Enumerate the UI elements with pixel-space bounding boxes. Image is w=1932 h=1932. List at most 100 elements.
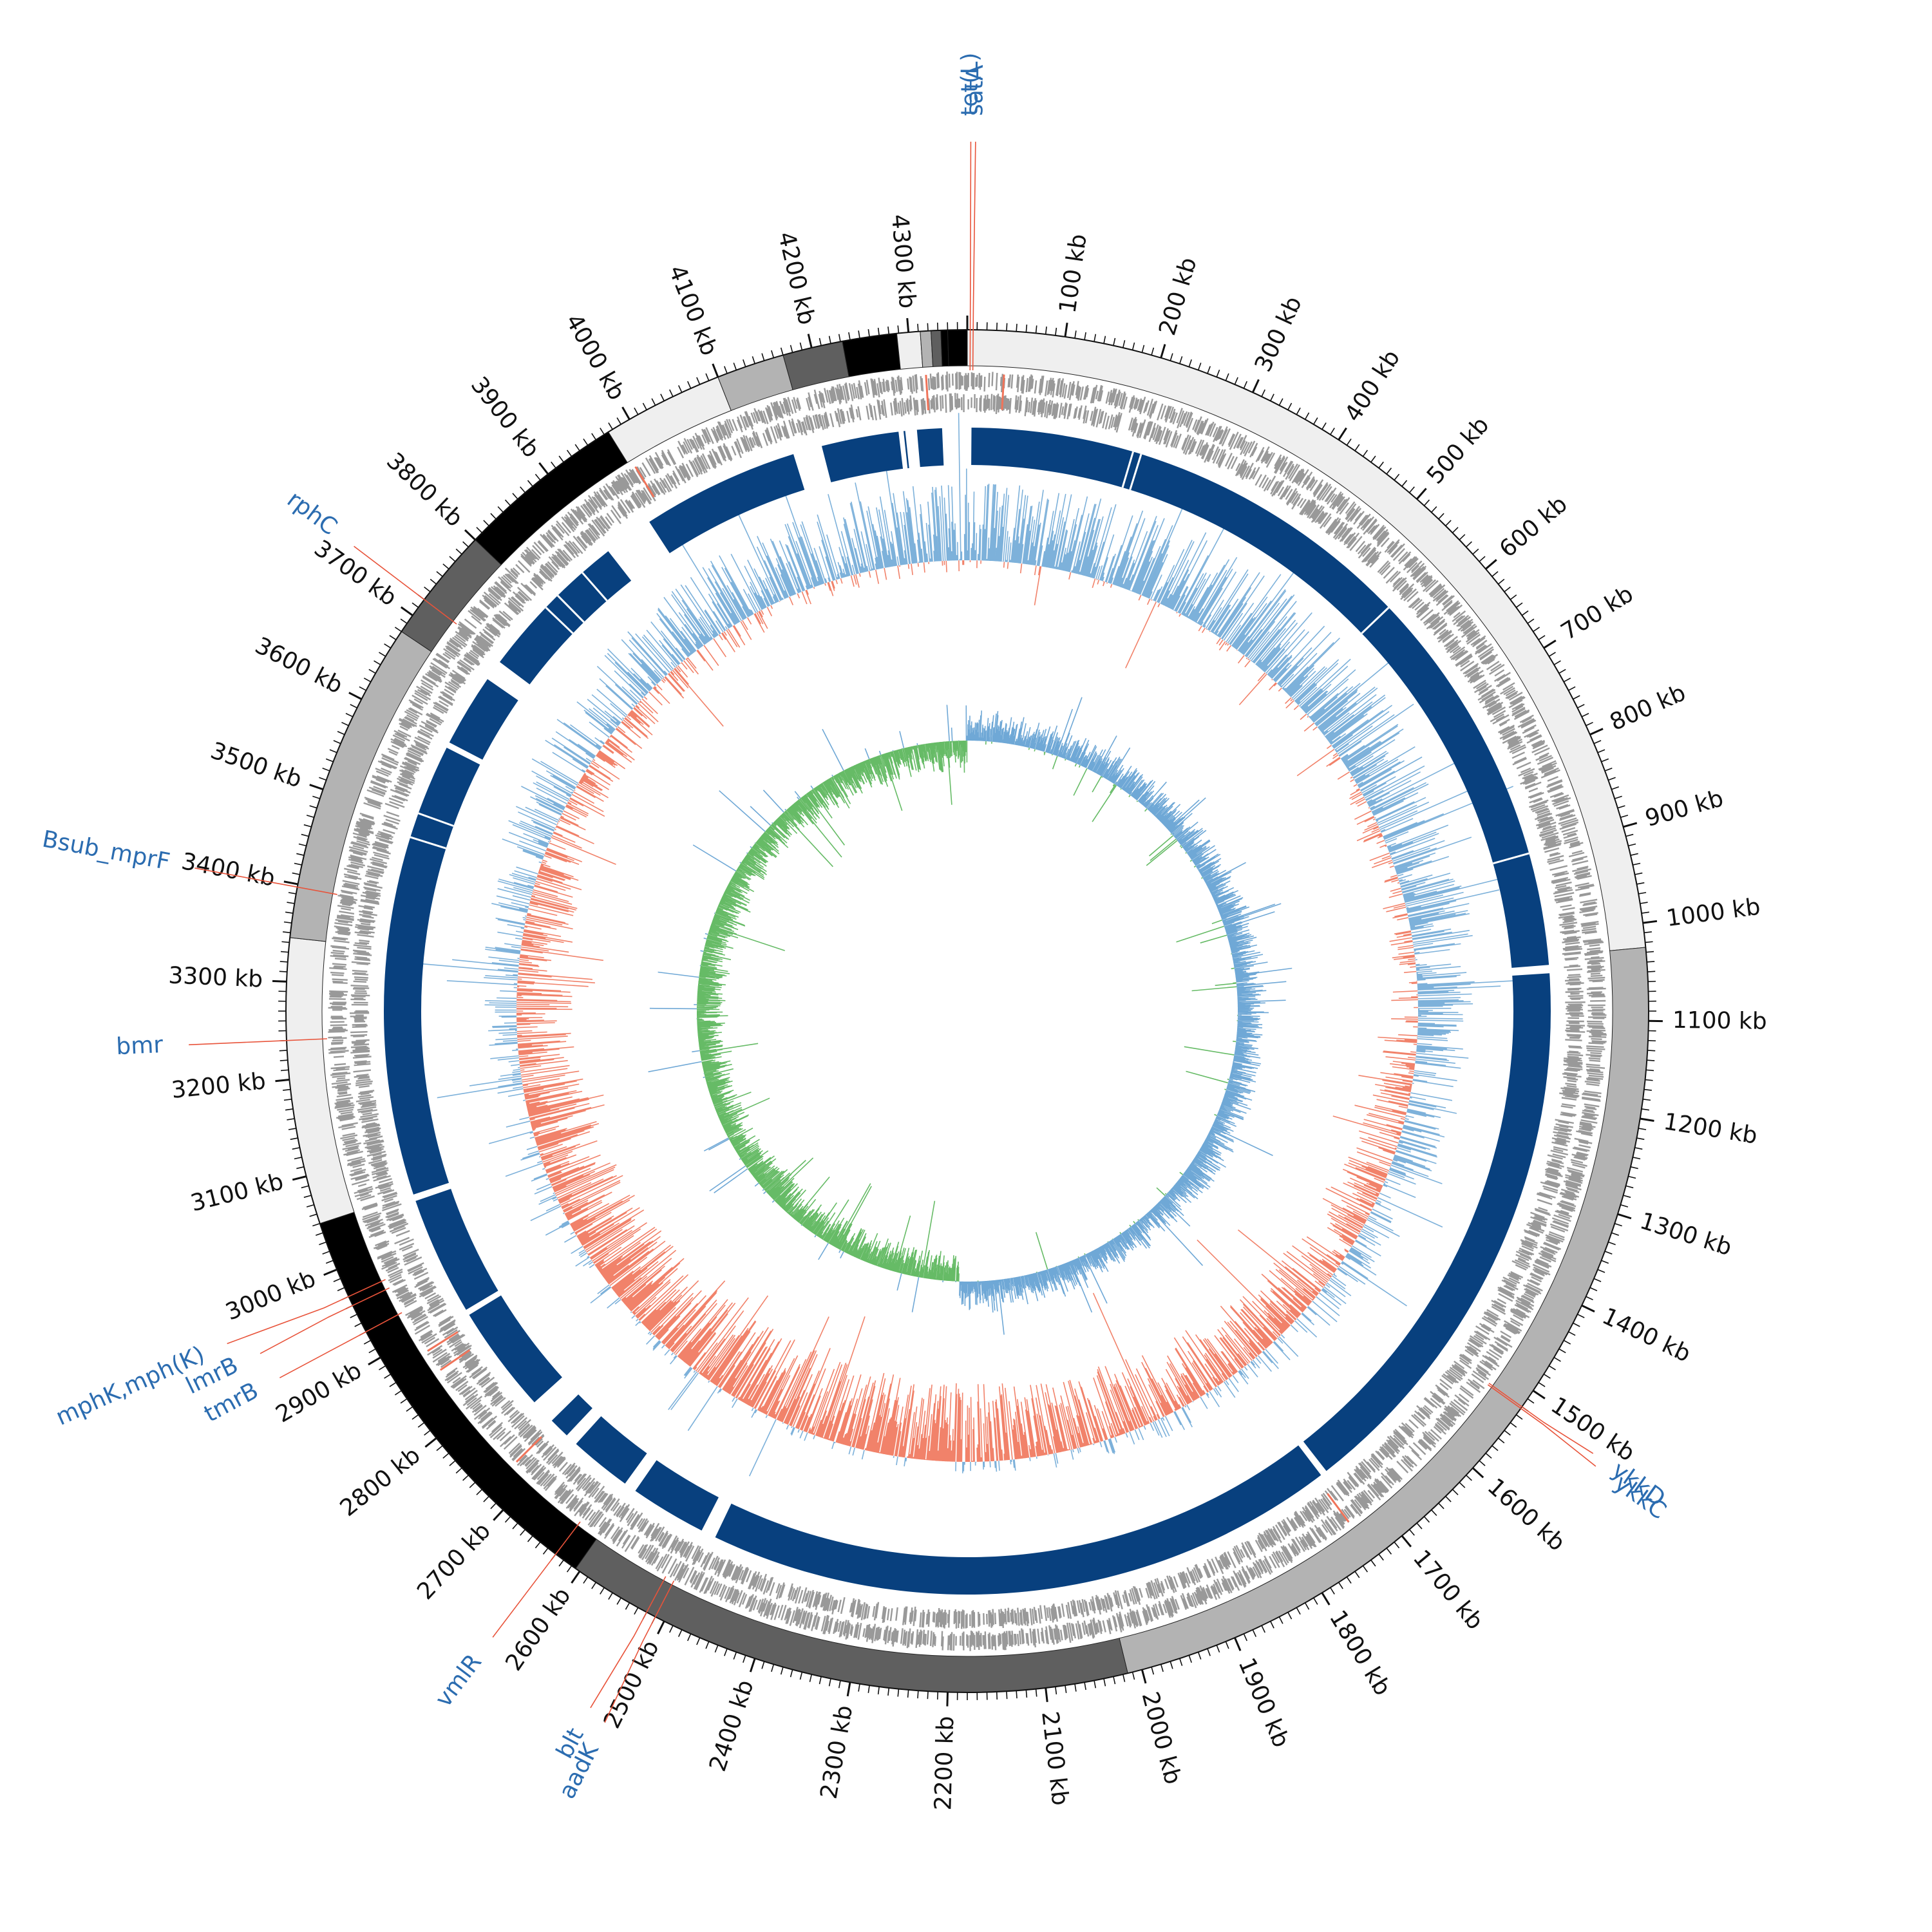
major-tick: [1338, 427, 1347, 440]
minor-tick: [1132, 1672, 1135, 1680]
minor-tick: [1543, 1374, 1551, 1379]
major-tick: [621, 406, 630, 420]
minor-tick: [400, 1398, 408, 1404]
major-tick: [368, 1356, 381, 1366]
homology-gap: [410, 836, 446, 849]
minor-tick: [1604, 1251, 1613, 1255]
minor-tick: [743, 1655, 746, 1663]
major-tick: [906, 317, 910, 333]
minor-tick: [724, 1648, 728, 1656]
minor-tick: [927, 323, 929, 331]
minor-tick: [497, 506, 504, 513]
minor-tick: [583, 1577, 589, 1584]
gc-skew-track: [648, 697, 1293, 1335]
major-tick: [424, 1437, 437, 1448]
major-tick: [712, 363, 719, 377]
homology-gap: [1121, 451, 1134, 488]
tick-label: 300 kb: [1250, 292, 1307, 376]
minor-tick: [1601, 758, 1609, 762]
minor-tick: [389, 635, 397, 641]
minor-tick: [1573, 695, 1580, 700]
major-tick: [1581, 1304, 1595, 1312]
minor-tick: [1386, 468, 1392, 475]
minor-tick: [1538, 635, 1546, 641]
minor-tick: [455, 548, 462, 555]
major-tick: [348, 692, 363, 700]
minor-tick: [1633, 862, 1641, 866]
minor-tick: [1122, 340, 1126, 348]
minor-tick: [1452, 527, 1459, 533]
minor-tick: [1304, 412, 1310, 420]
minor-tick: [1586, 1296, 1593, 1301]
minor-tick: [887, 1687, 890, 1696]
minor-tick: [379, 1365, 386, 1370]
minor-tick: [1573, 1322, 1580, 1327]
minor-tick: [394, 1390, 402, 1396]
major-tick: [1251, 379, 1260, 393]
minor-tick: [306, 815, 314, 819]
resistance-gene-mark: [427, 1331, 459, 1352]
minor-tick: [1270, 393, 1274, 401]
minor-tick: [412, 602, 419, 608]
tick-label: 1900 kb: [1233, 1654, 1294, 1751]
minor-tick: [1563, 1340, 1571, 1345]
minor-tick: [551, 461, 556, 469]
contig-segment: [896, 330, 923, 370]
minor-tick: [1207, 366, 1211, 374]
minor-tick: [1548, 652, 1556, 657]
minor-tick: [333, 1278, 341, 1282]
minor-tick: [1608, 777, 1616, 781]
minor-tick: [1504, 586, 1511, 592]
minor-tick: [1634, 872, 1643, 875]
minor-tick: [483, 520, 489, 527]
gene-leader-line: [1488, 1383, 1594, 1454]
minor-tick: [1234, 377, 1238, 385]
gene-label: bmr: [116, 1032, 164, 1060]
minor-tick: [828, 336, 831, 344]
minor-tick: [1065, 1685, 1067, 1694]
major-tick: [1045, 1687, 1048, 1703]
minor-tick: [449, 1460, 456, 1466]
minor-tick: [1016, 1690, 1018, 1699]
resistance-gene-mark: [515, 1436, 542, 1463]
minor-tick: [1608, 1241, 1616, 1245]
minor-tick: [1055, 327, 1057, 336]
homology-block: [903, 431, 909, 469]
minor-tick: [535, 473, 541, 481]
minor-tick: [1643, 931, 1652, 934]
minor-tick: [1647, 1050, 1656, 1052]
minor-tick: [1094, 1680, 1097, 1689]
minor-tick: [761, 1661, 765, 1669]
minor-tick: [350, 1314, 357, 1318]
minor-tick: [294, 862, 302, 866]
minor-tick: [455, 1467, 462, 1474]
minor-tick: [1354, 1571, 1360, 1578]
homology-gap: [418, 812, 454, 827]
minor-tick: [1527, 618, 1535, 624]
minor-tick: [1025, 1689, 1028, 1698]
tick-label: 2000 kb: [1137, 1689, 1186, 1787]
minor-tick: [1170, 353, 1173, 361]
minor-tick: [504, 499, 511, 506]
minor-tick: [350, 704, 357, 708]
homology-block: [821, 431, 904, 482]
minor-tick: [1313, 417, 1318, 425]
major-tick: [749, 1658, 756, 1672]
tick-label: 2700 kb: [412, 1518, 496, 1605]
minor-tick: [887, 327, 890, 335]
contig-segment: [947, 329, 968, 366]
homology-block: [971, 428, 1549, 968]
major-tick: [1485, 559, 1497, 570]
homology-gap: [545, 607, 574, 634]
minor-tick: [867, 328, 870, 337]
minor-tick: [1287, 1612, 1293, 1620]
minor-tick: [333, 740, 341, 744]
minor-tick: [583, 438, 589, 446]
minor-tick: [1638, 892, 1647, 895]
minor-tick: [743, 359, 746, 367]
minor-tick: [285, 911, 294, 914]
minor-tick: [828, 1678, 831, 1687]
minor-tick: [430, 578, 437, 585]
minor-tick: [687, 381, 692, 389]
